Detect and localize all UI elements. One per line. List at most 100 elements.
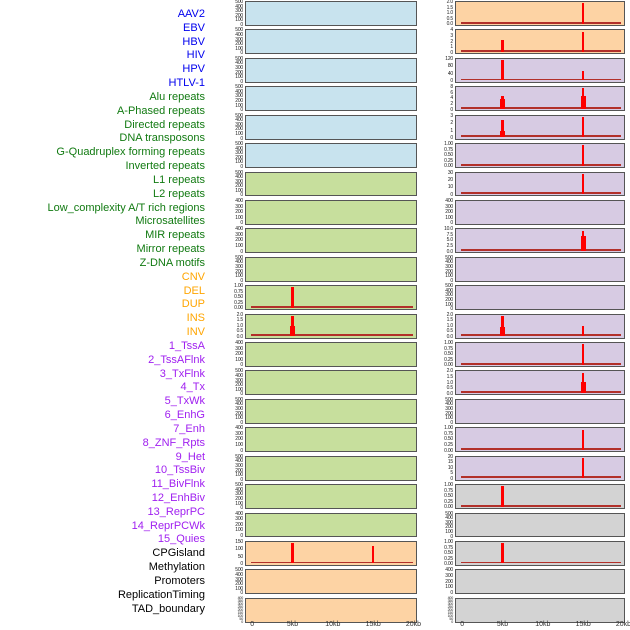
y-tick-label: 0: [450, 533, 453, 540]
y-tick-label: 400: [235, 259, 243, 266]
y-tick-label: 0: [240, 561, 243, 568]
plot-panel-l2-repeats: 500 400 300 200 100 0: [235, 369, 417, 397]
y-axis-ticks: 500 400 300 200 100 0: [427, 255, 453, 283]
y-tick-label: 0: [450, 475, 453, 482]
y-tick-label: 0.0: [446, 333, 454, 340]
y-tick-label: 1.00: [444, 482, 453, 489]
y-tick-label: 500: [235, 254, 243, 261]
y-axis-ticks: 20 15 10 5 0: [427, 454, 453, 482]
data-spike: [581, 3, 585, 24]
y-tick-label: 400: [445, 401, 453, 408]
y-tick-label: 200: [235, 69, 243, 76]
panel-box: [245, 228, 417, 254]
y-axis-ticks: 2.0 1.5 1.0 0.5 0.0: [427, 312, 454, 340]
y-tick-label: 400: [235, 117, 243, 124]
plot-column-left: 500 400 300 200 100 0 500 400 300 200 100 0 500 400 30…: [234, 0, 421, 630]
data-spike: [291, 287, 294, 308]
y-tick-label: 0.00: [444, 561, 453, 568]
y-tick-label: 200: [235, 126, 243, 133]
data-spike: [581, 71, 585, 81]
y-tick-label: 250: [237, 604, 244, 609]
x-axis-tick-label: 15kb: [365, 621, 381, 629]
data-baseline: [461, 334, 621, 337]
feature-label: 1_TssA: [168, 339, 205, 352]
y-tick-label: 0.0: [446, 390, 454, 397]
data-spike: [501, 60, 504, 81]
panel-box: [455, 285, 625, 311]
y-axis-ticks: 400 300 200 100 0: [217, 341, 243, 368]
plot-panel-cnv: 150 100 50 0: [235, 540, 417, 567]
y-tick-label: 0.25: [444, 356, 453, 363]
y-tick-label: 200: [445, 410, 453, 417]
y-tick-label: 100: [235, 45, 243, 52]
feature-label: INS: [186, 312, 205, 325]
y-tick-label: 150: [235, 538, 243, 545]
y-tick-label: 1: [450, 44, 453, 51]
y-tick-label: 0: [240, 277, 243, 284]
data-spike: [581, 429, 585, 450]
y-tick-label: 0.0: [446, 21, 454, 28]
plot-panel-dna-transposons: 500 400 300 200 100 0: [235, 255, 417, 283]
feature-label: Promoters: [154, 574, 205, 587]
y-tick-label: 400: [235, 425, 243, 432]
y-tick-label: 0: [240, 78, 243, 85]
panel-box: [455, 484, 625, 510]
panel-box: [455, 427, 625, 453]
y-tick-label: 500: [445, 283, 453, 290]
y-tick-label: 0: [240, 220, 243, 227]
y-tick-label: 0: [450, 191, 453, 198]
y-tick-label: 0: [240, 248, 243, 255]
panel-box: [455, 512, 625, 538]
panel-box: [245, 313, 417, 339]
y-tick-label: 100: [235, 243, 243, 250]
feature-label-column: AAV2 EBV HBV HIV HPV HTLV-1 Alu repeats A-Phase…: [0, 0, 205, 616]
y-tick-label: 2.0: [236, 311, 244, 318]
panel-box: [455, 569, 625, 595]
panel-box: [245, 199, 417, 225]
y-tick-label: 300: [235, 377, 243, 384]
y-tick-label: 300: [445, 203, 453, 210]
feature-label: 11_BivFlnk: [151, 478, 205, 491]
plot-panel-hbv: 500 400 300 200 100 0: [235, 57, 417, 84]
y-tick-label: 4: [450, 27, 453, 34]
y-tick-label: 0.75: [444, 487, 453, 494]
data-spike: [291, 315, 294, 337]
y-tick-label: 200: [445, 578, 453, 585]
y-tick-label: 0: [240, 447, 243, 454]
y-tick-label: 300: [235, 345, 243, 352]
y-tick-label: 400: [445, 515, 453, 522]
y-axis-ticks: 400 300 200 100 0: [217, 227, 243, 254]
data-baseline: [461, 163, 621, 166]
data-baseline: [251, 561, 413, 564]
y-tick-label: 0: [240, 21, 243, 28]
y-tick-label: 1.0: [446, 322, 454, 329]
panel-box: [245, 597, 417, 623]
plot-panel-del: 500 400 300 200 100 0: [235, 568, 417, 596]
plot-panel-low-complexity-a-t-rich-regions: 500 400 300 200 100 0: [235, 398, 417, 425]
plot-panel-dup: 400 350 300 250 200 150 100 50 0: [238, 596, 417, 624]
y-tick-label: 10: [447, 464, 453, 471]
feature-label: 15_Quies: [157, 533, 205, 546]
y-tick-label: 2: [450, 120, 453, 127]
y-tick-label: 300: [445, 263, 453, 270]
y-tick-label: 0.50: [444, 550, 453, 557]
y-tick-label: 500: [235, 55, 243, 62]
y-tick-label: 300: [235, 36, 243, 43]
panel-box: [245, 29, 417, 55]
plot-panel-11-bivflnk: 1.00 0.75 0.50 0.25 0.00: [444, 341, 625, 368]
y-tick-label: 100: [445, 584, 453, 591]
plot-panel-1-tssa: 120 80 40 0: [445, 57, 625, 83]
feature-label: ReplicationTiming: [117, 588, 205, 601]
y-tick-label: 100: [235, 131, 243, 138]
y-tick-label: 100: [235, 415, 243, 422]
y-tick-label: 200: [235, 12, 243, 19]
feature-label: Microsatellites: [135, 215, 205, 228]
data-spike: [581, 173, 585, 195]
plot-panel-12-enhbiv: 2.0 1.5 1.0 0.5 0.0: [447, 369, 625, 396]
plot-panel-htlv-1: 500 400 300 200 100 0: [235, 142, 417, 169]
panel-box: [455, 455, 625, 481]
y-tick-label: 300: [235, 178, 243, 185]
y-tick-label: 300: [235, 516, 243, 523]
y-tick-label: 0.25: [444, 498, 453, 505]
data-baseline: [461, 448, 621, 450]
